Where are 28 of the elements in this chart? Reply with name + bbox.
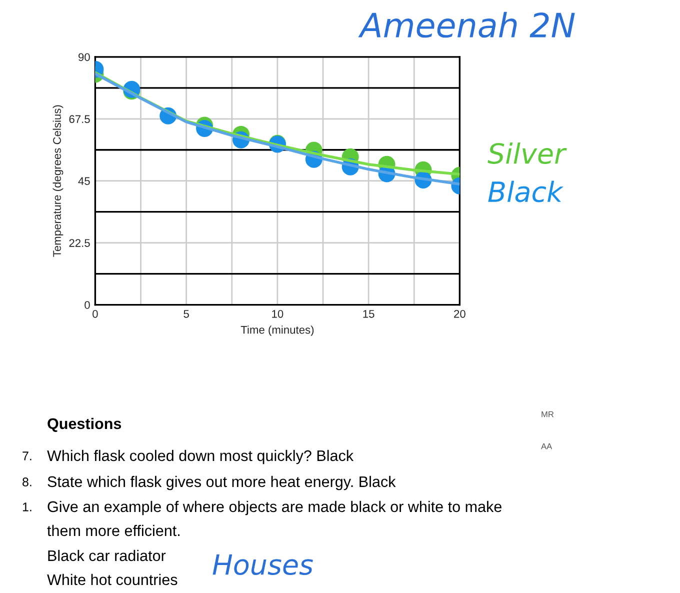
text: 1.: [22, 502, 32, 512]
text: Questions: [48, 418, 122, 432]
text: Houses: [212, 554, 313, 576]
y-tick-label: 45: [78, 177, 90, 185]
series-label: Silver: [488, 142, 567, 164]
text: AA: [541, 443, 552, 450]
x-tick-label: 0: [92, 310, 98, 318]
y-tick-label: 90: [78, 53, 90, 62]
text: MR: [542, 411, 554, 418]
series-label: Black: [488, 180, 564, 202]
text: Black car radiator: [48, 550, 166, 562]
y-tick-label: 22.5: [69, 239, 90, 247]
x-tick-label: 15: [363, 310, 374, 318]
y-tick-label: 67.5: [69, 115, 90, 124]
text: Give an example of where objects are made black or white to make: [48, 500, 502, 516]
x-axis-title: Time (minutes): [240, 326, 314, 336]
text: Ameenah 2N: [358, 12, 575, 38]
y-axis-title: Temperature (degrees Celsius): [52, 105, 64, 257]
text: White hot countries: [47, 574, 178, 586]
x-tick-label: 5: [184, 310, 189, 318]
text: Which flask cooled down most quickly? Black: [47, 450, 354, 464]
y-tick-label: 0: [84, 301, 90, 309]
text: 8.: [22, 478, 32, 486]
text: them more efficient.: [47, 524, 180, 536]
x-tick-label: 20: [454, 310, 466, 318]
text: State which flask gives out more heat energy. Black: [48, 476, 396, 490]
text: 7.: [22, 452, 32, 460]
x-tick-label: 10: [272, 310, 284, 318]
